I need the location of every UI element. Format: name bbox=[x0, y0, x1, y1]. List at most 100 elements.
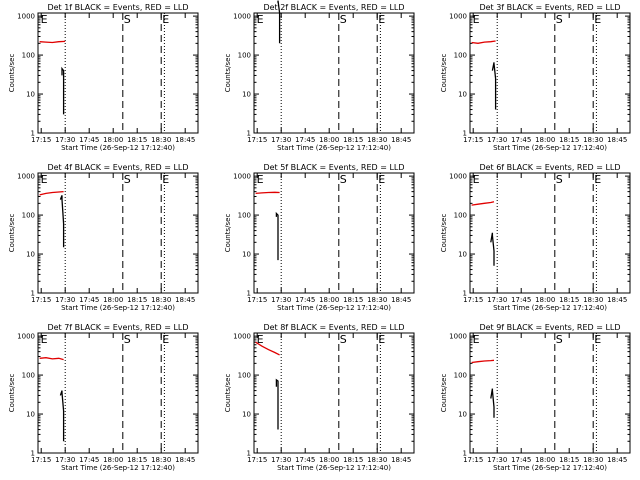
x-tick-label: 17:30 bbox=[487, 456, 507, 464]
x-tick-label: 17:30 bbox=[55, 296, 75, 304]
marker-label-s: S bbox=[340, 13, 347, 26]
y-tick-label: 1 bbox=[247, 130, 251, 138]
panel-det-7: Det 7f BLACK = Events, RED = LLD 1 10 100 10… bbox=[8, 323, 199, 472]
x-tick-label: 18:15 bbox=[343, 456, 363, 464]
series-events bbox=[275, 211, 279, 261]
x-tick-label: 17:45 bbox=[511, 456, 531, 464]
series-events bbox=[491, 62, 497, 110]
x-tick-label: 17:30 bbox=[55, 456, 75, 464]
marker-label-e: E bbox=[473, 13, 480, 26]
y-axis-label: Counts/sec bbox=[8, 374, 16, 413]
marker-label-e: E bbox=[162, 173, 169, 186]
y-tick-label: 10 bbox=[242, 251, 251, 259]
y-tick-label: 1000 bbox=[449, 173, 467, 181]
y-tick-label: 10 bbox=[458, 251, 467, 259]
panel-title: Det 3f BLACK = Events, RED = LLD bbox=[479, 3, 620, 12]
plot-frame bbox=[253, 12, 415, 134]
marker-label-e: E bbox=[257, 333, 264, 346]
series-lld bbox=[39, 40, 66, 44]
x-tick-label: 18:15 bbox=[559, 456, 579, 464]
series-lld bbox=[255, 341, 280, 356]
plot-frame bbox=[253, 172, 415, 294]
plot-frame bbox=[469, 332, 631, 454]
x-tick-label: 18:30 bbox=[367, 296, 387, 304]
x-tick-label: 18:45 bbox=[175, 296, 195, 304]
x-axis-label: Start Time (26-Sep-12 17:12:40) bbox=[61, 144, 175, 152]
marker-label-e: E bbox=[162, 333, 169, 346]
marker-label-e: E bbox=[594, 333, 601, 346]
y-tick-label: 10 bbox=[26, 411, 35, 419]
x-tick-label: 17:30 bbox=[487, 136, 507, 144]
x-tick-label: 18:45 bbox=[607, 296, 627, 304]
x-tick-label: 18:15 bbox=[559, 136, 579, 144]
x-tick-label: 17:30 bbox=[55, 136, 75, 144]
x-tick-label: 18:00 bbox=[319, 456, 339, 464]
series-events bbox=[59, 195, 65, 248]
y-axis-label: Counts/sec bbox=[8, 214, 16, 253]
marker-label-s: S bbox=[340, 173, 347, 186]
x-tick-label: 18:00 bbox=[103, 296, 123, 304]
marker-label-s: S bbox=[124, 13, 131, 26]
marker-label-e: E bbox=[41, 13, 48, 26]
x-axis-label: Start Time (26-Sep-12 17:12:40) bbox=[493, 464, 607, 472]
x-tick-label: 17:15 bbox=[463, 456, 483, 464]
panel-det-8: Det 8f BLACK = Events, RED = LLD 1 10 100 10… bbox=[224, 323, 415, 472]
y-tick-label: 1 bbox=[463, 450, 467, 458]
series-events bbox=[59, 390, 65, 442]
marker-label-e: E bbox=[257, 173, 264, 186]
y-tick-label: 100 bbox=[238, 52, 251, 60]
marker-label-s: S bbox=[556, 333, 563, 346]
y-tick-label: 1000 bbox=[17, 173, 35, 181]
panel-title: Det 9f BLACK = Events, RED = LLD bbox=[479, 323, 620, 332]
series-lld bbox=[471, 40, 496, 44]
y-tick-label: 100 bbox=[454, 372, 467, 380]
y-axis-label: Counts/sec bbox=[8, 54, 16, 93]
panel-title: Det 5f BLACK = Events, RED = LLD bbox=[263, 163, 404, 172]
y-tick-label: 1000 bbox=[17, 333, 35, 341]
panel-title: Det 4f BLACK = Events, RED = LLD bbox=[47, 163, 188, 172]
panel-det-3: Det 3f BLACK = Events, RED = LLD 1 10 100 10… bbox=[440, 3, 631, 152]
x-tick-label: 18:15 bbox=[559, 296, 579, 304]
marker-label-e: E bbox=[41, 173, 48, 186]
marker-label-e: E bbox=[473, 333, 480, 346]
x-tick-label: 17:15 bbox=[463, 136, 483, 144]
y-tick-label: 1000 bbox=[233, 173, 251, 181]
y-tick-label: 100 bbox=[454, 212, 467, 220]
x-tick-label: 18:30 bbox=[151, 456, 171, 464]
marker-label-e: E bbox=[378, 13, 385, 26]
x-tick-label: 18:15 bbox=[343, 136, 363, 144]
x-tick-label: 17:45 bbox=[295, 296, 315, 304]
series-lld bbox=[471, 201, 495, 206]
x-tick-label: 17:30 bbox=[487, 296, 507, 304]
series-events bbox=[275, 378, 279, 430]
marker-label-e: E bbox=[594, 13, 601, 26]
y-tick-label: 10 bbox=[242, 411, 251, 419]
y-tick-label: 1000 bbox=[449, 333, 467, 341]
y-tick-label: 1 bbox=[31, 130, 35, 138]
x-tick-label: 18:15 bbox=[127, 296, 147, 304]
y-tick-label: 1 bbox=[31, 290, 35, 298]
panel-title: Det 6f BLACK = Events, RED = LLD bbox=[479, 163, 620, 172]
y-tick-label: 1000 bbox=[449, 13, 467, 21]
y-tick-label: 100 bbox=[238, 212, 251, 220]
x-axis-label: Start Time (26-Sep-12 17:12:40) bbox=[277, 304, 391, 312]
y-tick-label: 1000 bbox=[233, 13, 251, 21]
x-axis-label: Start Time (26-Sep-12 17:12:40) bbox=[493, 304, 607, 312]
x-tick-label: 17:15 bbox=[247, 136, 267, 144]
y-tick-label: 10 bbox=[26, 91, 35, 99]
y-tick-label: 100 bbox=[22, 52, 35, 60]
y-axis-label: Counts/sec bbox=[440, 214, 448, 253]
y-tick-label: 10 bbox=[458, 411, 467, 419]
plot-frame bbox=[37, 332, 199, 454]
x-tick-label: 18:45 bbox=[607, 456, 627, 464]
panel-det-4: Det 4f BLACK = Events, RED = LLD 1 10 100 10… bbox=[8, 163, 199, 312]
x-tick-label: 18:30 bbox=[583, 136, 603, 144]
marker-label-s: S bbox=[556, 13, 563, 26]
y-tick-label: 100 bbox=[454, 52, 467, 60]
x-tick-label: 17:45 bbox=[295, 136, 315, 144]
x-tick-label: 17:45 bbox=[511, 296, 531, 304]
x-tick-label: 18:00 bbox=[535, 296, 555, 304]
marker-label-e: E bbox=[41, 333, 48, 346]
x-tick-label: 18:00 bbox=[535, 136, 555, 144]
